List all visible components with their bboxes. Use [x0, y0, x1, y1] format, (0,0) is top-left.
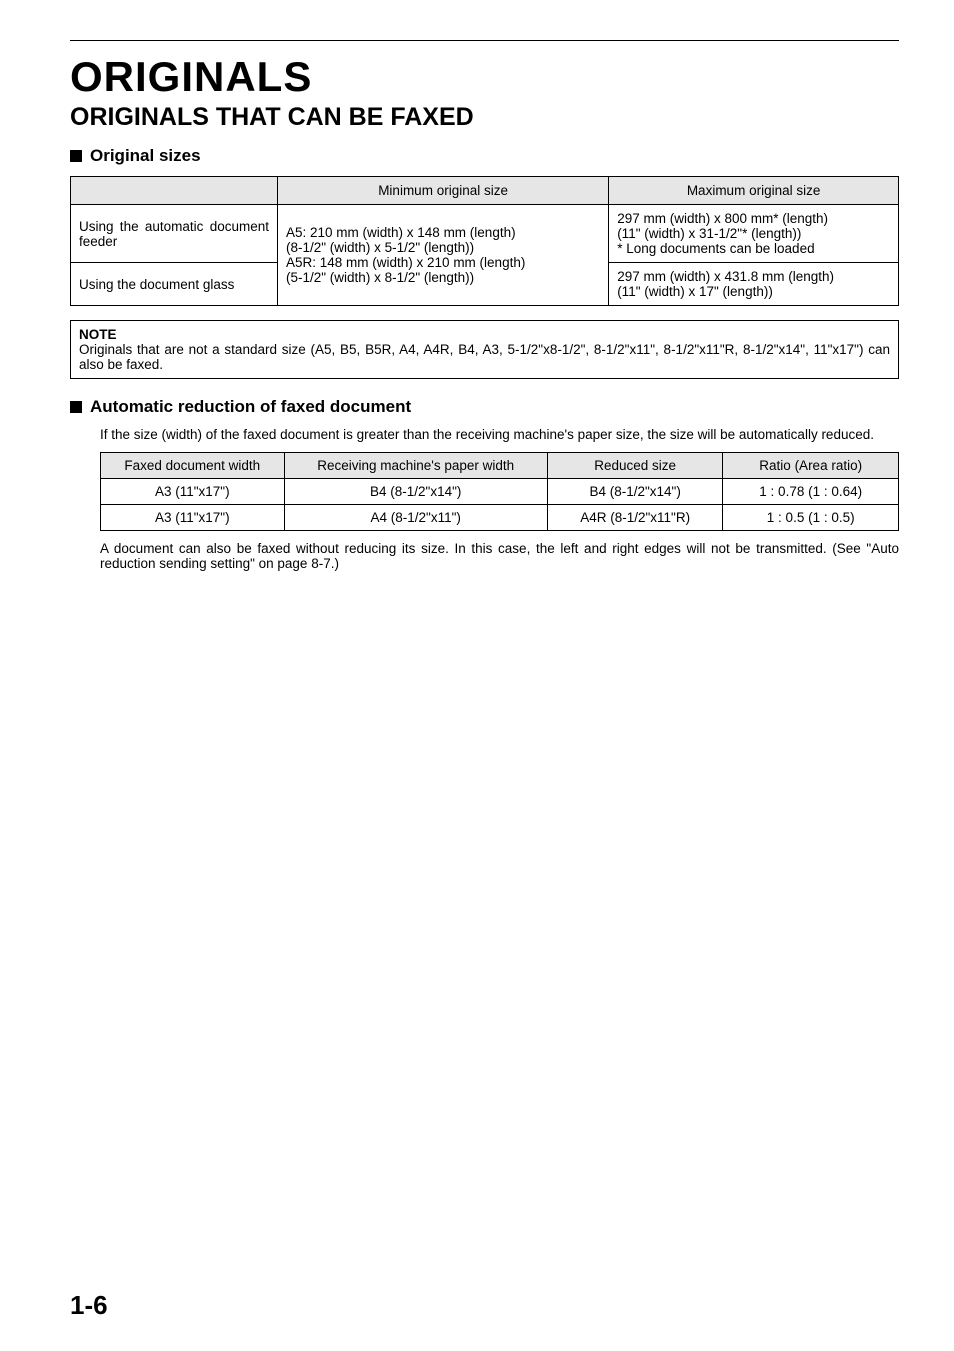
table-cell: B4 (8-1/2"x14") — [284, 479, 547, 505]
section-heading-sizes-text: Original sizes — [90, 146, 201, 166]
reduction-ratio-table: Faxed document width Receiving machine's… — [100, 452, 899, 531]
table-cell: 1 : 0.78 (1 : 0.64) — [723, 479, 899, 505]
page-subtitle: ORIGINALS THAT CAN BE FAXED — [70, 103, 899, 132]
square-bullet-icon — [70, 150, 82, 162]
section-heading-reduction: Automatic reduction of faxed document — [70, 397, 899, 417]
table-cell: A3 (11"x17") — [101, 479, 285, 505]
table-cell-adf-max: 297 mm (width) x 800 mm* (length) (11" (… — [609, 205, 899, 263]
table-header-max: Maximum original size — [609, 177, 899, 205]
section-heading-reduction-text: Automatic reduction of faxed document — [90, 397, 411, 417]
note-text: Originals that are not a standard size (… — [79, 342, 890, 372]
note-box: NOTE Originals that are not a standard s… — [70, 320, 899, 379]
table-row: Faxed document width Receiving machine's… — [101, 453, 899, 479]
table-row: A3 (11"x17") A4 (8-1/2"x11") A4R (8-1/2"… — [101, 505, 899, 531]
section-heading-sizes: Original sizes — [70, 146, 899, 166]
table-cell: A4R (8-1/2"x11"R) — [547, 505, 723, 531]
note-label: NOTE — [79, 327, 890, 342]
table-row: Using the automatic document feeder A5: … — [71, 205, 899, 263]
table-header-min: Minimum original size — [278, 177, 609, 205]
table-cell-glass-label: Using the document glass — [71, 263, 278, 306]
table-header: Reduced size — [547, 453, 723, 479]
table-header: Faxed document width — [101, 453, 285, 479]
square-bullet-icon — [70, 401, 82, 413]
reduction-intro: If the size (width) of the faxed documen… — [100, 427, 899, 442]
table-row: Minimum original size Maximum original s… — [71, 177, 899, 205]
reduction-outro: A document can also be faxed without red… — [100, 541, 899, 571]
table-row: A3 (11"x17") B4 (8-1/2"x14") B4 (8-1/2"x… — [101, 479, 899, 505]
table-cell-min-merged: A5: 210 mm (width) x 148 mm (length) (8-… — [278, 205, 609, 306]
table-cell-glass-max: 297 mm (width) x 431.8 mm (length) (11" … — [609, 263, 899, 306]
page-title: ORIGINALS — [70, 53, 899, 101]
table-cell: A4 (8-1/2"x11") — [284, 505, 547, 531]
original-sizes-table: Minimum original size Maximum original s… — [70, 176, 899, 306]
table-header: Ratio (Area ratio) — [723, 453, 899, 479]
table-header-blank — [71, 177, 278, 205]
top-rule — [70, 40, 899, 41]
table-header: Receiving machine's paper width — [284, 453, 547, 479]
table-cell: B4 (8-1/2"x14") — [547, 479, 723, 505]
table-cell-adf-label: Using the automatic document feeder — [71, 205, 278, 263]
spacer — [70, 581, 899, 1281]
table-cell: A3 (11"x17") — [101, 505, 285, 531]
table-cell: 1 : 0.5 (1 : 0.5) — [723, 505, 899, 531]
page-number: 1-6 — [70, 1290, 108, 1321]
